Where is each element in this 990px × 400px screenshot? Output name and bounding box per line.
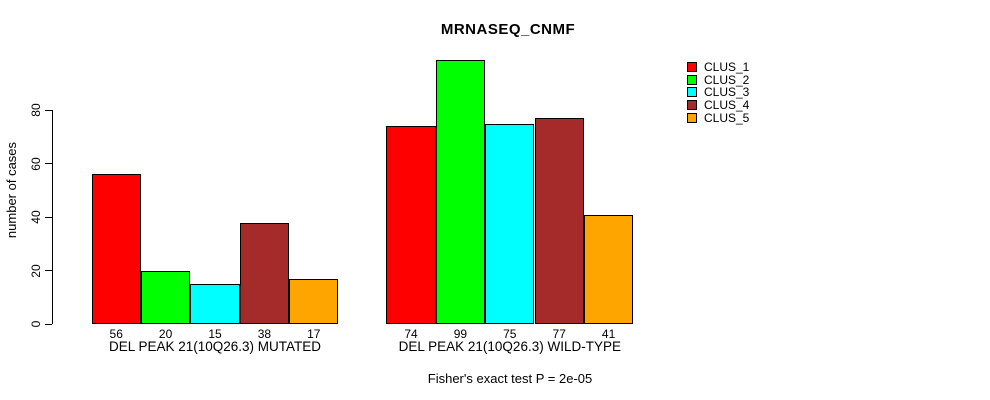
bar-clus_4-group2 [534, 118, 584, 324]
y-tick-mark [45, 163, 52, 165]
legend-swatch-clus_1 [687, 62, 697, 73]
chart-title: MRNASEQ_CNMF [440, 21, 576, 38]
legend-item: CLUS_5 [687, 111, 749, 124]
bar-value-label: 75 [503, 327, 517, 341]
legend-swatch-clus_5 [687, 112, 697, 123]
bar-clus_3-group2 [485, 123, 535, 324]
x-category-label: DEL PEAK 21(10Q26.3) MUTATED [108, 339, 322, 354]
legend-item-label: CLUS_5 [704, 110, 750, 125]
bar-value-label: 38 [257, 327, 272, 341]
bar-clus_2-group2 [435, 59, 486, 324]
y-tick-mark [45, 109, 52, 111]
legend-item-label: CLUS_4 [704, 98, 750, 113]
bar-clus_5-group2 [583, 214, 634, 324]
y-tick-label: 80 [29, 103, 43, 118]
y-tick-label: 0 [29, 320, 43, 328]
bar-value-label: 74 [404, 327, 418, 341]
bar-value-label: 56 [109, 327, 123, 341]
bar-value-label: 41 [601, 327, 616, 341]
y-tick-mark [45, 270, 52, 272]
bar-clus_5-group1 [289, 278, 339, 324]
legend-swatch-clus_4 [687, 100, 697, 111]
y-tick-mark [45, 216, 52, 218]
statistical-test-annotation: Fisher's exact test P = 2e-05 [427, 371, 593, 386]
legend-item: CLUS_2 [687, 74, 749, 87]
bar-value-label: 99 [453, 327, 468, 341]
legend-item: CLUS_1 [687, 61, 749, 74]
bar-value-label: 15 [208, 327, 222, 341]
y-tick-label: 20 [29, 263, 43, 278]
bar-clus_1-group2 [386, 126, 436, 324]
legend-item-label: CLUS_1 [704, 60, 750, 75]
y-axis-line [52, 110, 53, 324]
legend-item-label: CLUS_3 [704, 85, 750, 100]
y-tick-label: 40 [29, 210, 43, 224]
y-axis-label: number of cases [4, 141, 19, 239]
bar-clus_4-group1 [239, 222, 290, 324]
bar-value-label: 17 [307, 327, 321, 341]
bar-clus_1-group1 [91, 174, 141, 324]
legend-item-label: CLUS_2 [704, 72, 750, 87]
legend-swatch-clus_3 [687, 87, 697, 98]
legend: CLUS_1 CLUS_2 CLUS_3 CLUS_4 CLUS_5 [687, 61, 749, 124]
y-tick-mark [45, 323, 52, 325]
legend-swatch-clus_2 [687, 74, 697, 85]
x-category-label: DEL PEAK 21(10Q26.3) WILD-TYPE [398, 339, 621, 354]
bar-clus_3-group1 [190, 283, 240, 324]
bar-clus_2-group1 [140, 270, 191, 324]
legend-item: CLUS_3 [687, 86, 749, 99]
y-tick-label: 60 [29, 157, 43, 171]
legend-item: CLUS_4 [687, 99, 749, 112]
bar-value-label: 77 [552, 327, 566, 341]
bar-value-label: 20 [158, 327, 173, 341]
